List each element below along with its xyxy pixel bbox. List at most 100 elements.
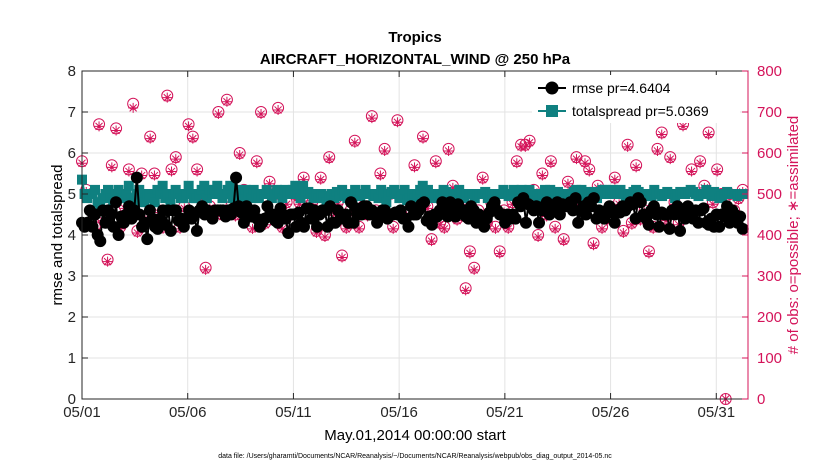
rmse-marker (164, 224, 177, 237)
obs-assimilated-marker (426, 236, 437, 247)
rmse-marker (94, 235, 107, 248)
obs-assimilated-marker (656, 129, 667, 140)
rmse-marker (509, 212, 522, 225)
rmse-marker (533, 216, 546, 229)
obs-assimilated-marker (597, 223, 608, 234)
obs-assimilated-marker (643, 248, 654, 259)
totalspread-marker (508, 184, 519, 195)
obs-assimilated-marker (494, 248, 505, 259)
obs-assimilated-marker (503, 223, 514, 234)
obs-assimilated-marker (648, 223, 659, 234)
totalspread-marker (199, 180, 210, 191)
rmse-marker (519, 216, 532, 229)
rmse-marker (141, 233, 154, 246)
obs-assimilated-marker (558, 236, 569, 247)
obs-assimilated-marker (375, 170, 386, 181)
obs-assimilated-marker (520, 141, 531, 152)
totalspread-marker (139, 197, 150, 208)
obs-assimilated-marker (418, 133, 429, 144)
totalspread-marker (183, 180, 194, 191)
totalspread-marker (381, 197, 392, 208)
totalspread-marker (298, 180, 309, 191)
right-y-tick-label: 0 (757, 391, 765, 408)
obs-assimilated-marker (281, 199, 292, 210)
totalspread-marker (646, 191, 657, 202)
rmse-marker (663, 222, 676, 235)
totalspread-marker (212, 180, 223, 191)
obs-assimilated-marker (490, 223, 501, 234)
totalspread-marker (134, 184, 145, 195)
obs-assimilated-marker (678, 121, 689, 132)
legend-rmse-marker (545, 81, 559, 95)
totalspread-marker (246, 193, 257, 204)
x-tick-label: 05/31 (698, 404, 736, 421)
totalspread-marker (399, 184, 410, 195)
totalspread-marker (576, 184, 587, 195)
totalspread-marker (121, 189, 132, 199)
left-y-tick-label: 8 (68, 63, 76, 80)
obs-assimilated-marker (315, 174, 326, 185)
obs-assimilated-marker (464, 248, 475, 259)
totalspread-marker (157, 180, 168, 191)
legend-box (532, 75, 740, 123)
obs-assimilated-marker (388, 223, 399, 234)
obs-assimilated-marker (106, 162, 117, 173)
x-tick-label: 05/06 (169, 404, 207, 421)
obs-assimilated-marker (341, 223, 352, 234)
obs-assimilated-marker (200, 264, 211, 275)
obs-assimilated-marker (319, 232, 330, 243)
obs-assimilated-marker (537, 170, 548, 181)
rmse-marker (109, 196, 122, 209)
obs-assimilated-marker (354, 223, 365, 234)
totalspread-marker (181, 189, 192, 199)
obs-assimilated-marker (332, 199, 343, 210)
obs-assimilated-marker (273, 104, 284, 115)
obs-assimilated-marker (469, 264, 480, 275)
left-y-tick-label: 5 (68, 186, 76, 203)
x-tick-label: 05/01 (63, 404, 101, 421)
totalspread-marker (113, 184, 124, 195)
legend: rmse pr=4.6404 totalspread pr=5.0369 (532, 75, 740, 123)
obs-assimilated-marker (162, 92, 173, 103)
obs-assimilated-marker (545, 158, 556, 169)
totalspread-marker (227, 193, 238, 204)
obs-assimilated-marker (111, 125, 122, 136)
obs-assimilated-marker (170, 154, 181, 165)
legend-totalspread-marker (546, 105, 558, 117)
x-tick-label: 05/16 (380, 404, 418, 421)
obs-assimilated-marker (94, 121, 105, 132)
totalspread-marker (329, 193, 340, 204)
rmse-marker (713, 220, 726, 233)
rmse-marker (634, 196, 647, 209)
totalspread-marker (155, 189, 166, 199)
obs-assimilated-marker (460, 285, 471, 296)
right-y-tick-label: 600 (757, 145, 782, 162)
obs-assimilated-marker (422, 203, 433, 214)
obs-assimilated-marker (247, 223, 258, 234)
totalspread-marker (162, 189, 173, 199)
obs-assimilated-marker (392, 117, 403, 128)
obs-assimilated-marker (686, 166, 697, 177)
obs-assimilated-marker (337, 252, 348, 263)
rmse-marker (569, 192, 582, 205)
obs-assimilated-marker (477, 174, 488, 185)
chart-subtitle: AIRCRAFT_HORIZONTAL_WIND @ 250 hPa (260, 51, 571, 68)
obs-assimilated-marker (511, 158, 522, 169)
rmse-marker (190, 224, 203, 237)
obs-assimilated-marker (123, 166, 134, 177)
obs-assimilated-marker (366, 113, 377, 124)
obs-assimilated-marker (145, 133, 156, 144)
obs-assimilated-marker (102, 256, 113, 267)
totalspread-marker (373, 193, 384, 204)
totalspread-marker (90, 184, 101, 195)
totalspread-marker (396, 191, 407, 202)
obs-assimilated-marker (166, 166, 177, 177)
totalspread-marker (589, 186, 600, 197)
right-y-tick-label: 500 (757, 186, 782, 203)
obs-assimilated-marker (443, 145, 454, 156)
obs-assimilated-marker (251, 158, 262, 169)
totalspread-marker (441, 186, 452, 197)
totalspread-marker (318, 191, 329, 202)
obs-assimilated-marker (524, 137, 535, 148)
